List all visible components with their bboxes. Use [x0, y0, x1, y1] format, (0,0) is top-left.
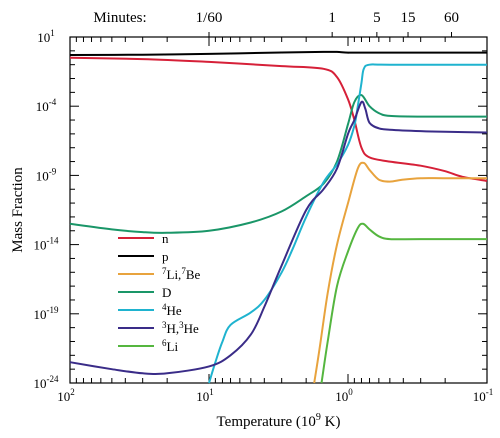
y-tick-label: 10-19 — [34, 305, 59, 322]
x-tick-label: 10-1 — [473, 387, 494, 404]
y-axis-label: Mass Fraction — [10, 167, 26, 253]
y-tick-label: 10-14 — [34, 236, 59, 253]
top-axis-tick-label: 5 — [373, 10, 381, 26]
series-line-3h3he — [69, 100, 488, 376]
x-tick-label: 101 — [196, 387, 214, 404]
top-axis-label: Minutes: — [93, 10, 146, 26]
legend-entry: 7Li,7Be — [162, 266, 200, 282]
legend-entry: D — [162, 285, 171, 300]
top-time-axis: Minutes: 1/60 1 5 15 60 — [93, 10, 459, 37]
series-line-d — [69, 94, 488, 234]
x-axis-label: Temperature (109 K) — [217, 412, 341, 430]
legend-entry: 4He — [162, 302, 182, 318]
series-layer — [69, 50, 488, 384]
series-line-n — [69, 56, 488, 182]
top-axis-tick-label: 15 — [401, 10, 416, 26]
series-line-4he — [208, 63, 487, 384]
series-line-6li — [320, 222, 487, 384]
plot-frame — [69, 36, 488, 384]
y-tick-label: 101 — [37, 28, 55, 45]
top-axis-tick-label: 60 — [444, 10, 459, 26]
x-tick-label: 102 — [57, 387, 75, 404]
top-axis-tick-label: 1 — [328, 10, 336, 26]
legend-entry: 6Li — [162, 338, 178, 354]
series-line-p — [69, 50, 487, 56]
series-line-7li7be — [313, 161, 487, 384]
legend-entry: n — [162, 231, 169, 246]
legend-entry: 3H,3He — [162, 320, 199, 336]
legend-entry: p — [162, 249, 169, 264]
legend: np 7Li,7Be D 4He 3H,3He 6Li — [118, 231, 200, 354]
top-axis-tick-label: 1/60 — [196, 10, 223, 26]
y-tick-label: 10-9 — [36, 166, 57, 183]
axes: 102 101 100 10-1 101 10-4 10-9 10-14 10-19 10-24 — [34, 28, 494, 404]
y-tick-label: 10-4 — [36, 97, 57, 114]
x-tick-label: 100 — [335, 387, 353, 404]
y-tick-label: 10-24 — [34, 374, 59, 391]
